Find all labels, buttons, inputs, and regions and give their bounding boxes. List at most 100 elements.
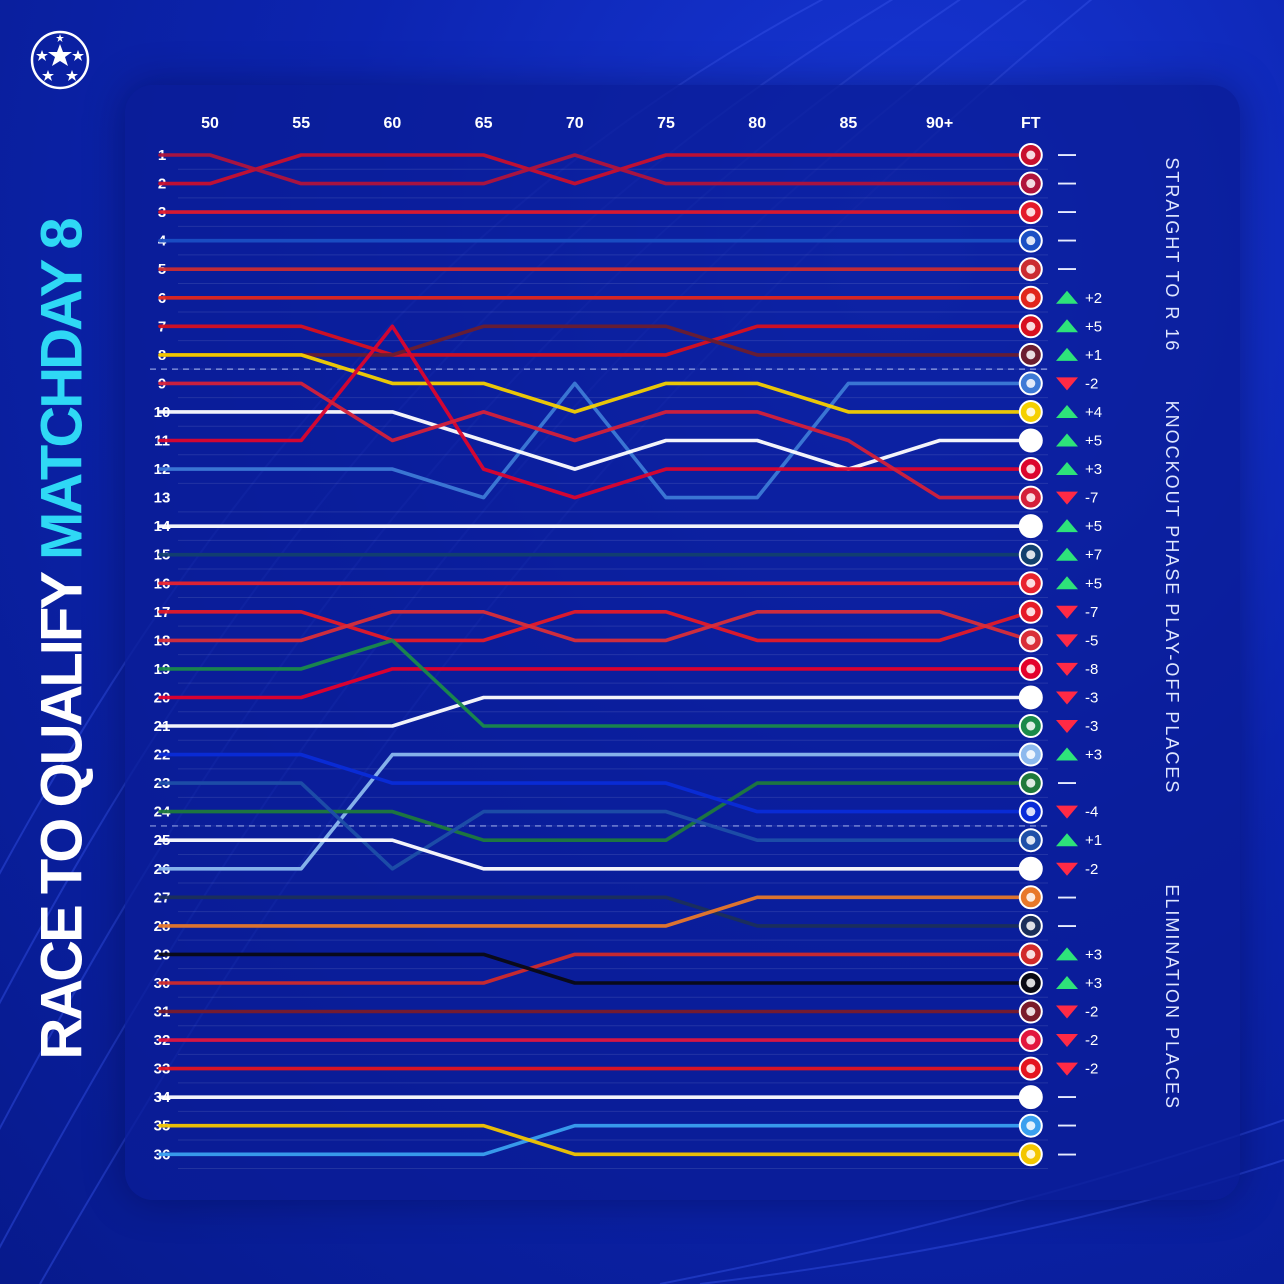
rank-change-value: +5 [1085, 575, 1102, 592]
series-line [158, 381, 1033, 500]
up-arrow-icon [1056, 462, 1078, 476]
up-arrow-icon [1056, 290, 1078, 304]
man-city-badge-icon [1018, 742, 1043, 767]
rank-change-value: +2 [1085, 290, 1102, 307]
rank-change-value: -7 [1085, 604, 1098, 621]
x-tick-label: 60 [384, 115, 402, 132]
rank-change-value: -2 [1085, 375, 1098, 392]
no-change-label: — [1058, 1143, 1076, 1163]
chart-grid [150, 168, 1048, 1170]
no-change-label: — [1058, 201, 1076, 221]
brest-badge-icon [1018, 628, 1043, 653]
series-line [158, 153, 1033, 186]
barcelona-badge-icon [1018, 171, 1043, 196]
atalanta-badge-icon [1018, 371, 1043, 396]
down-arrow-icon [1056, 1034, 1078, 1048]
down-arrow-icon [1056, 634, 1078, 648]
series-line [158, 752, 1033, 814]
up-arrow-icon [1056, 947, 1078, 961]
celtic-badge-icon [1018, 714, 1043, 738]
dinamo-zagreb-badge-icon [1018, 828, 1043, 853]
series-line [158, 895, 1033, 928]
rank-change-value: +5 [1085, 518, 1102, 535]
no-change-label: — [1058, 886, 1076, 906]
series-line [158, 353, 1033, 414]
series-line [158, 667, 1033, 700]
slovan-bratislava-badge-icon [1018, 1113, 1043, 1138]
rank-change-value: +4 [1085, 404, 1102, 421]
series-line [158, 952, 1033, 985]
leverkusen-badge-icon [1018, 285, 1043, 310]
up-arrow-icon [1056, 433, 1078, 447]
series-line [158, 638, 1033, 728]
zone-label: ELIMINATION PLACES [1162, 884, 1182, 1110]
rank-change-value: +1 [1085, 347, 1102, 364]
down-arrow-icon [1056, 1062, 1078, 1076]
leipzig-badge-icon [1018, 1028, 1043, 1053]
series-line [158, 324, 1033, 500]
sparta-praha-badge-icon [1018, 999, 1043, 1024]
rank-change-value: +3 [1085, 975, 1102, 992]
real-madrid-badge-icon [1018, 428, 1043, 453]
down-arrow-icon [1056, 662, 1078, 676]
bayern-badge-icon [1018, 457, 1043, 482]
girona-badge-icon [1018, 1056, 1043, 1081]
series-line [158, 324, 1033, 357]
dortmund-badge-icon [1018, 399, 1043, 424]
rank-change-value: +5 [1085, 433, 1102, 450]
up-arrow-icon [1056, 319, 1078, 333]
down-arrow-icon [1056, 377, 1078, 391]
no-change-label: — [1058, 230, 1076, 250]
monaco-badge-icon [1018, 599, 1043, 624]
x-tick-label: 75 [657, 115, 675, 132]
series-line [158, 153, 1033, 186]
up-arrow-icon [1056, 576, 1078, 590]
inter-badge-icon [1018, 228, 1043, 253]
series-line [158, 1123, 1033, 1157]
sturm-graz-badge-icon [1018, 970, 1043, 995]
rank-change-value: -2 [1085, 1061, 1098, 1078]
down-arrow-icon [1056, 720, 1078, 733]
liverpool-badge-icon [1018, 143, 1043, 167]
rank-change-value: +1 [1085, 832, 1102, 849]
no-change-label: — [1058, 144, 1076, 164]
series-line [158, 1123, 1033, 1157]
rank-change-value: +3 [1085, 747, 1102, 764]
series-line [158, 610, 1033, 643]
rank-change-value: +3 [1085, 946, 1102, 963]
up-arrow-icon [1056, 519, 1078, 533]
lille-badge-icon [1018, 314, 1043, 339]
x-tick-label: 50 [201, 115, 219, 132]
champions-league-starball-icon [30, 30, 90, 90]
series-line [158, 781, 1033, 871]
milan-badge-icon [1018, 485, 1043, 510]
salzburg-badge-icon [1018, 1085, 1043, 1110]
x-tick-label: 55 [292, 115, 310, 132]
rank-change-value: -7 [1085, 490, 1098, 507]
rank-change-value: +7 [1085, 547, 1102, 564]
psg-badge-icon [1018, 542, 1043, 567]
zone-label: STRAIGHT TO R 16 [1162, 157, 1182, 352]
stuttgart-badge-icon [1018, 856, 1043, 881]
up-arrow-icon [1056, 833, 1078, 847]
rank-change-value: -2 [1085, 1004, 1098, 1021]
club-brugge-badge-icon [1018, 799, 1043, 824]
feyenoord-badge-icon [1018, 656, 1043, 681]
up-arrow-icon [1056, 404, 1078, 418]
no-change-label: — [1058, 173, 1076, 193]
rank-change-value: +3 [1085, 461, 1102, 478]
rank-label: 13 [154, 490, 171, 507]
down-arrow-icon [1056, 862, 1078, 876]
series-line [158, 838, 1033, 871]
atletico-badge-icon [1018, 257, 1043, 282]
zone-label: KNOCKOUT PHASE PLAY-OFF PLACES [1162, 401, 1182, 795]
series-line [158, 610, 1033, 643]
rank-change-value: -5 [1085, 632, 1098, 649]
up-arrow-icon [1056, 347, 1078, 361]
x-tick-label: 85 [840, 115, 858, 132]
x-tick-label: 90+ [926, 115, 953, 132]
bologna-badge-icon [1018, 885, 1043, 910]
series-line [158, 781, 1033, 842]
rank-change-value: -2 [1085, 861, 1098, 878]
up-arrow-icon [1056, 747, 1078, 761]
